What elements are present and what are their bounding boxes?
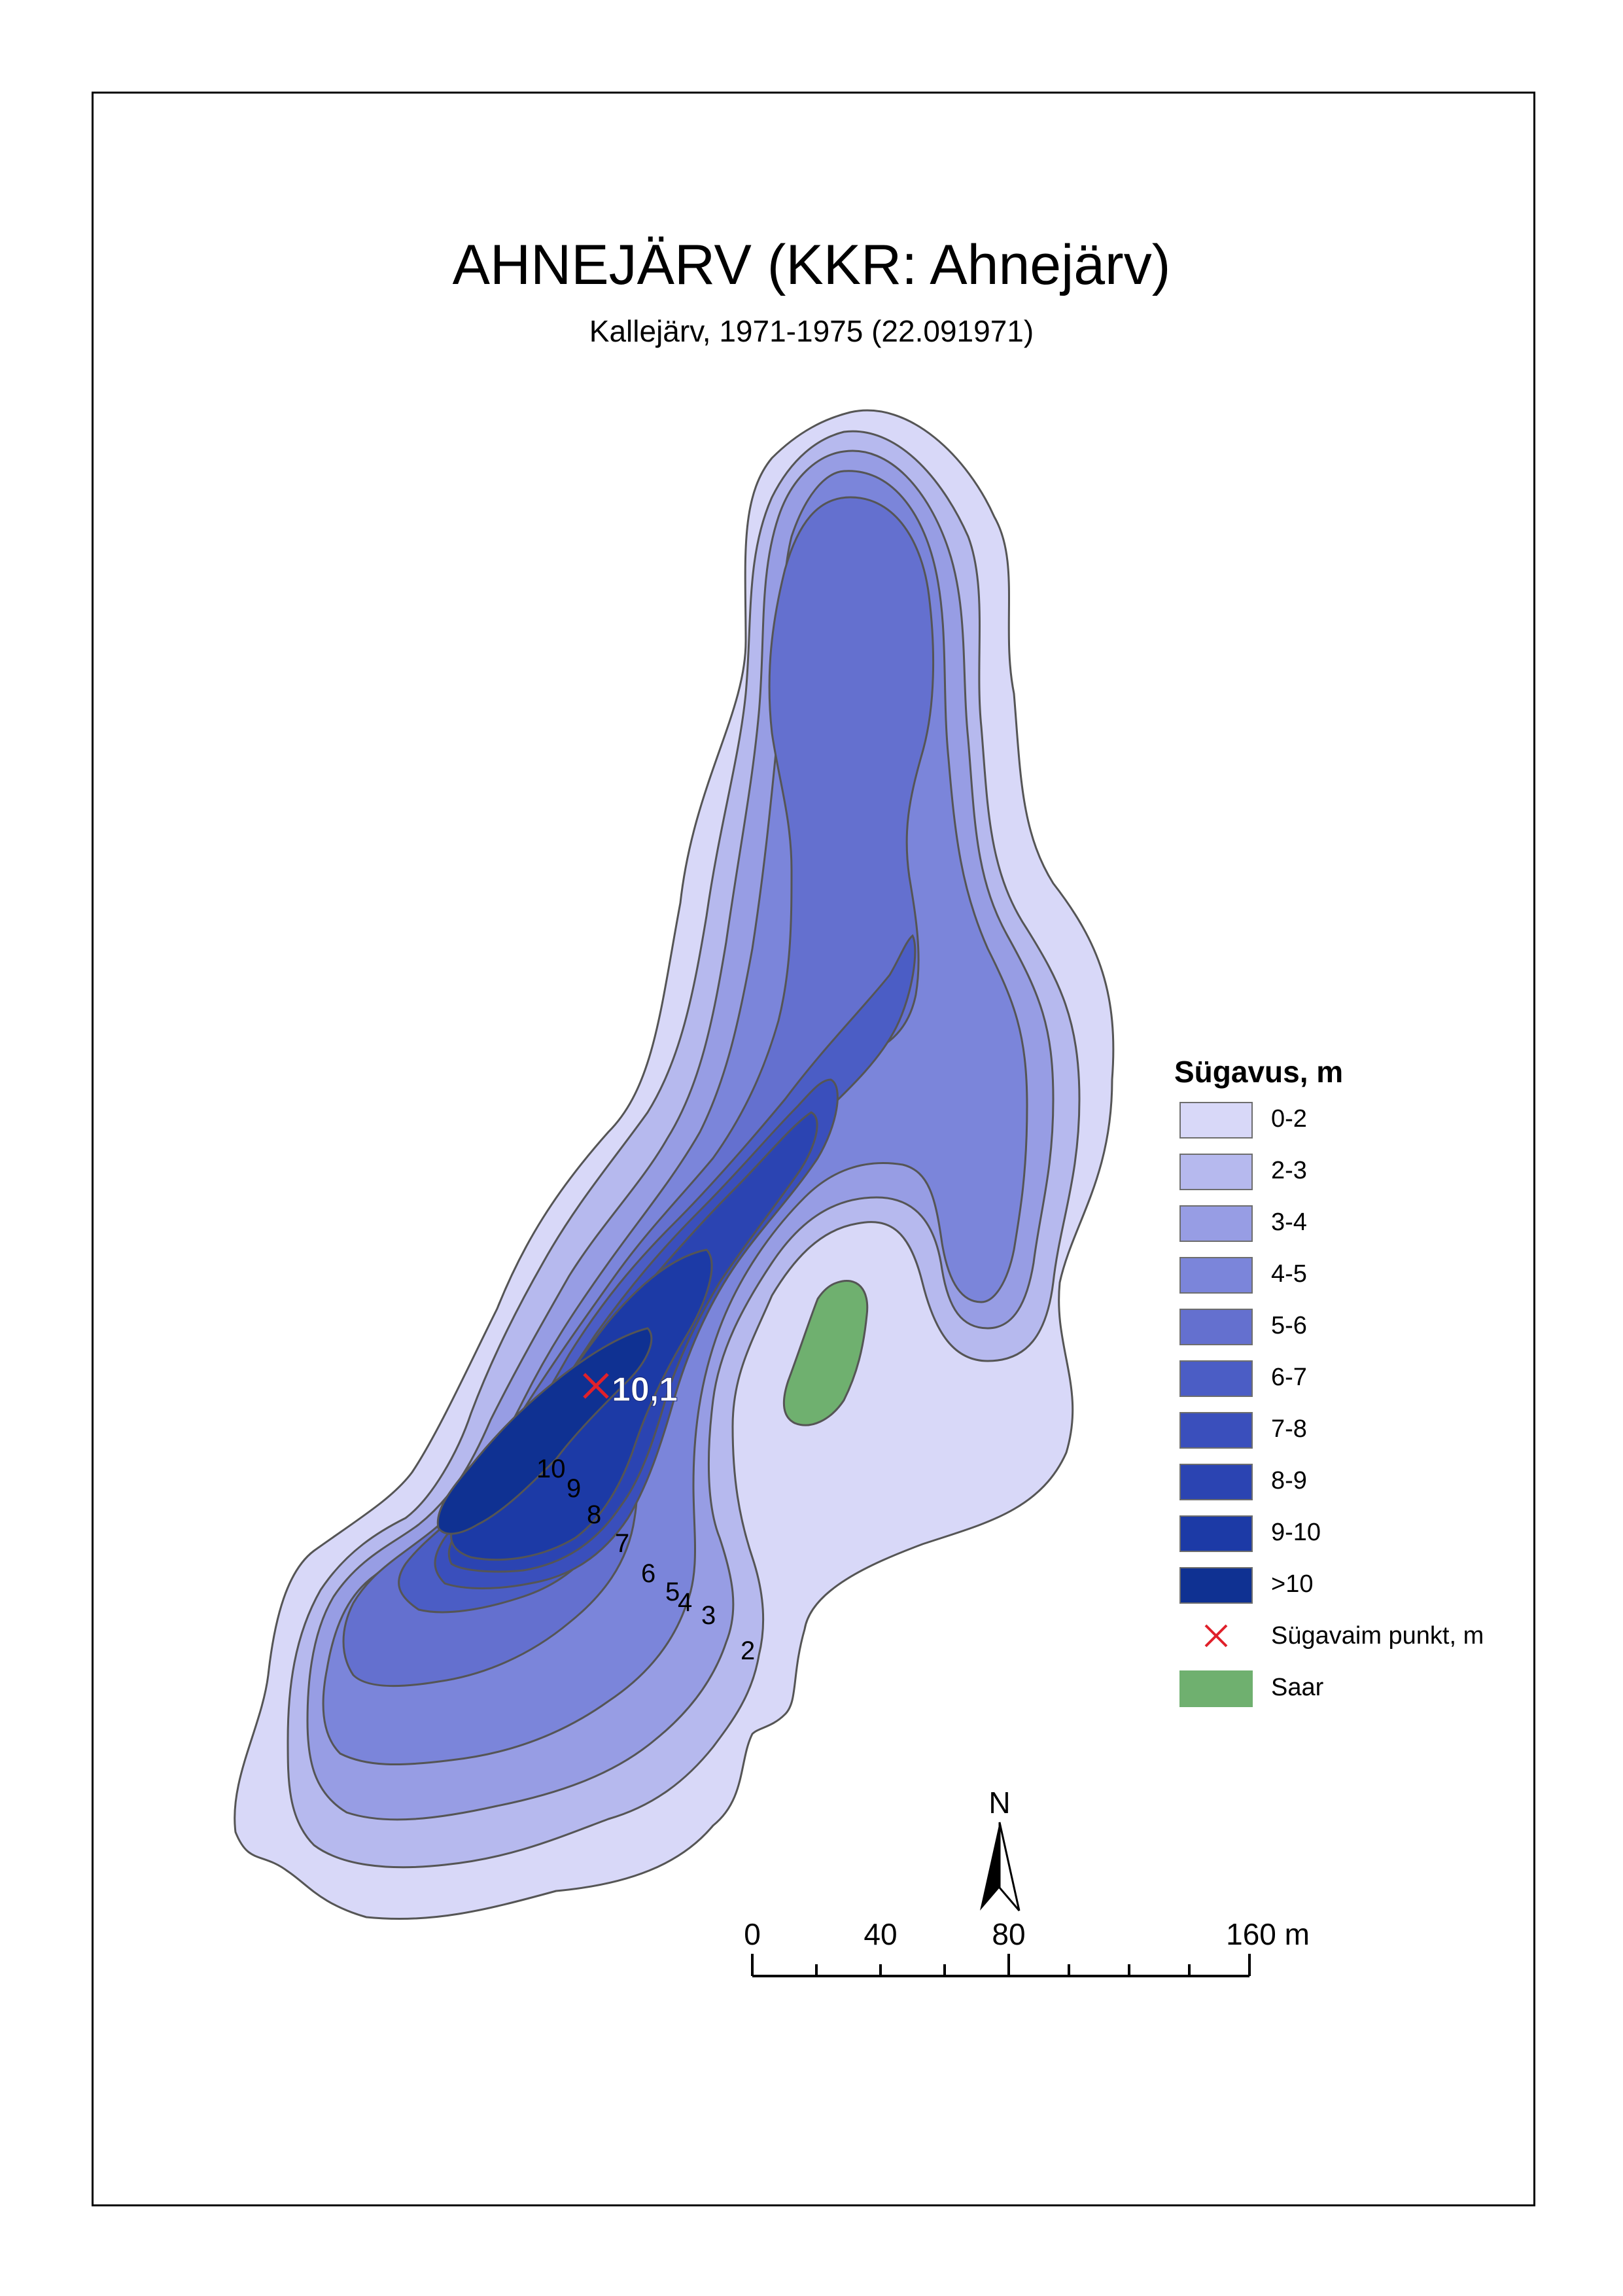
legend-swatch [1179,1464,1253,1500]
north-arrow: N [967,1786,1032,1917]
contour-labels: 10 9 8 7 6 5 4 3 2 [536,1455,755,1665]
legend-label: >10 [1271,1570,1314,1598]
legend-item: 3-4 [1174,1201,1541,1253]
contour-label: 8 [587,1500,601,1529]
north-arrow-icon [980,1822,1021,1911]
legend-label: 9-10 [1271,1519,1321,1546]
legend-label: Saar [1271,1674,1324,1701]
scale-label: 40 [864,1917,898,1951]
legend-item: >10 [1174,1563,1541,1615]
map-title: AHNEJÄRV (KKR: Ahnejärv) [452,234,1171,296]
legend: Sügavus, m 0-2 2-3 3-4 4-5 5-6 6-7 7-8 8… [1174,1053,1541,1718]
legend-item: 2-3 [1174,1150,1541,1201]
contour-label: 6 [641,1559,655,1588]
legend-label: 4-5 [1271,1260,1307,1288]
legend-title: Sügavus, m [1174,1055,1344,1089]
legend-item: 5-6 [1174,1305,1541,1356]
legend-item-deepest-point: Sügavaim punkt, m [1174,1615,1541,1667]
scale-label: 160 m [1226,1917,1310,1951]
legend-label: 6-7 [1271,1364,1307,1391]
contour-label: 5 [665,1578,680,1606]
scale-bar: 0 40 80 160 m [726,1911,1310,2002]
contour-label: 10 [536,1455,566,1483]
legend-swatch [1179,1515,1253,1552]
legend-swatch [1179,1102,1253,1139]
scale-label: 80 [992,1917,1026,1951]
contour-label: 2 [741,1636,755,1665]
depth-zone-5-6 [342,496,935,1687]
legend-swatch [1179,1205,1253,1242]
cross-icon [1179,1619,1253,1655]
scale-bar-graphic [751,1954,1251,1977]
legend-swatch [1179,1670,1253,1707]
legend-item-island: Saar [1174,1667,1541,1718]
legend-label: 5-6 [1271,1312,1307,1339]
legend-swatch [1179,1360,1253,1397]
legend-swatch [1179,1567,1253,1604]
legend-item: 4-5 [1174,1253,1541,1305]
legend-item: 6-7 [1174,1356,1541,1408]
legend-label: 3-4 [1271,1209,1307,1236]
legend-swatch [1179,1257,1253,1294]
map-subtitle: Kallejärv, 1971-1975 (22.091971) [589,314,1034,348]
legend-item: 8-9 [1174,1460,1541,1511]
legend-label: 0-2 [1271,1105,1307,1133]
legend-item: 7-8 [1174,1408,1541,1460]
contour-label: 3 [701,1601,716,1630]
legend-label: Sügavaim punkt, m [1271,1622,1484,1650]
scale-label: 0 [744,1917,761,1951]
island-saar [782,1279,869,1426]
legend-label: 2-3 [1271,1157,1307,1184]
contour-label: 7 [615,1529,629,1558]
map-frame [92,92,1535,2206]
deepest-point-marker [583,1373,609,1399]
legend-item: 0-2 [1174,1098,1541,1150]
legend-swatch [1179,1154,1253,1190]
legend-swatch [1179,1309,1253,1345]
north-label: N [988,1786,1011,1820]
contour-label: 9 [567,1474,581,1503]
legend-label: 7-8 [1271,1415,1307,1443]
depth-zone-gt10 [436,1327,653,1535]
legend-item: 9-10 [1174,1511,1541,1563]
legend-swatch [1179,1412,1253,1449]
contour-label: 4 [678,1588,692,1617]
legend-label: 8-9 [1271,1467,1307,1494]
deepest-point-value: 10,1 [612,1371,678,1409]
